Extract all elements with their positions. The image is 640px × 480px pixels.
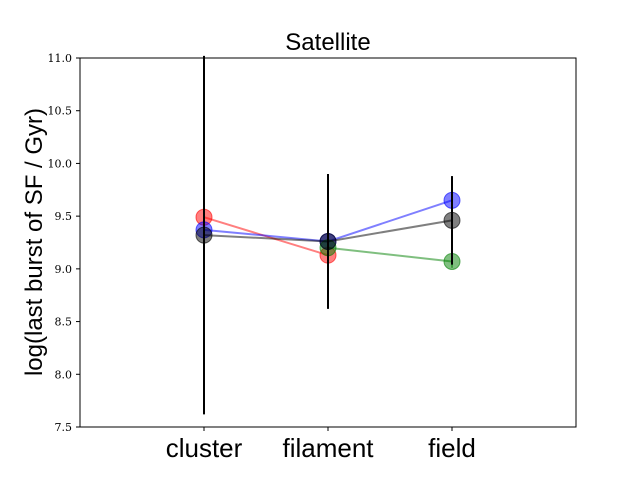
series-3 xyxy=(195,55,461,415)
y-tick-label: 10.5 xyxy=(48,105,73,118)
y-tick-label: 8.5 xyxy=(55,316,73,329)
series-line xyxy=(327,246,453,263)
y-tick-label: 9.5 xyxy=(55,210,73,223)
plot-frame xyxy=(79,57,577,428)
data-point xyxy=(195,226,213,244)
data-point xyxy=(319,232,337,250)
y-tick-label: 9.0 xyxy=(55,263,73,276)
plot-series xyxy=(195,55,461,415)
x-axis: cluster filament field xyxy=(166,427,476,463)
y-axis-label: log(last burst of SF / Gyr) xyxy=(21,108,48,376)
chart-title: Satellite xyxy=(285,29,370,56)
x-tick-label: cluster xyxy=(166,433,243,463)
series-2 xyxy=(319,239,461,270)
y-tick-label: 10.0 xyxy=(48,157,73,170)
data-point xyxy=(443,211,461,229)
x-tick-label: field xyxy=(428,433,476,463)
x-tick-label: filament xyxy=(282,433,374,463)
y-tick-label: 11.0 xyxy=(48,52,73,65)
y-tick-label: 7.5 xyxy=(55,421,73,434)
y-tick-label: 8.0 xyxy=(55,368,73,381)
y-axis: 7.5 8.0 8.5 9.0 9.5 10.0 10.5 11.0 xyxy=(48,52,80,434)
series-0 xyxy=(195,191,337,268)
